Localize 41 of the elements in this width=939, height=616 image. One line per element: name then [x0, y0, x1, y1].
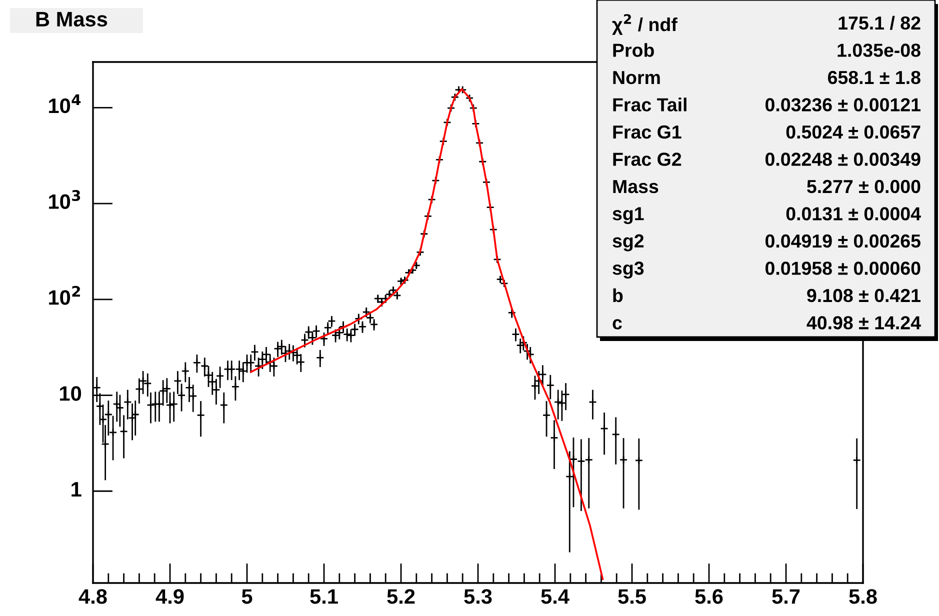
annotation: 9.108 ± 0.421: [807, 288, 920, 302]
annotation: 0.01958 ± 0.00060: [765, 262, 920, 275]
y-tick-label: 10$^{3}$: [49, 190, 80, 210]
chart-title: B Mass: [36, 12, 108, 27]
annotation: sg2: [612, 234, 644, 252]
x-tick-label: 5: [242, 589, 252, 604]
annotation: 0.02248 ± 0.00349: [765, 152, 920, 166]
annotation: 658.1 ± 1.8: [828, 70, 920, 84]
x-tick-label: 5.7: [772, 589, 800, 604]
y-tick-label: 10$^{4}$: [49, 94, 81, 114]
y-tick-label: 10: [60, 386, 82, 401]
annotation: sg1: [612, 207, 644, 224]
text: χ$^{2}$ / ndf: [612, 14, 678, 35]
text: 175.1 / 82: [838, 16, 920, 30]
annotation: Norm: [613, 71, 660, 84]
y-tick-label: 1: [72, 482, 82, 497]
annotation: Mass: [613, 180, 658, 194]
annotation: Frac G1: [613, 125, 682, 139]
annotation: 5.277 ± 0.000: [807, 180, 920, 194]
annotation: 0.04919 ± 0.00265: [765, 234, 920, 248]
annotation: 0.5024 ± 0.0657: [786, 125, 920, 139]
x-tick-label: 5.3: [464, 589, 492, 604]
x-tick-label: 4.9: [156, 589, 184, 604]
x-tick-label: 5.8: [849, 589, 877, 604]
annotation: sg3: [612, 262, 644, 279]
text: 1.035e-08: [838, 44, 920, 57]
x-tick-label: 5.5: [618, 589, 646, 604]
x-tick-label: 4.8: [78, 589, 107, 604]
annotation: c: [612, 319, 622, 330]
x-tick-label: 5.6: [695, 589, 723, 604]
annotation: 0.03236 ± 0.00121: [765, 98, 920, 112]
x-tick-label: 5.2: [387, 589, 415, 604]
annotation: Frac Tail: [613, 98, 686, 112]
annotation: 0.0131 ± 0.0004: [786, 207, 921, 220]
y-tick-label: 10$^{2}$: [49, 286, 80, 305]
annotation: 40.98 ± 14.24: [806, 316, 921, 330]
annotation: b: [613, 288, 623, 302]
text: Prob: [613, 43, 654, 57]
x-tick-label: 5.4: [541, 589, 570, 604]
annotation: Frac G2: [613, 152, 682, 166]
x-tick-label: 5.1: [310, 589, 338, 604]
